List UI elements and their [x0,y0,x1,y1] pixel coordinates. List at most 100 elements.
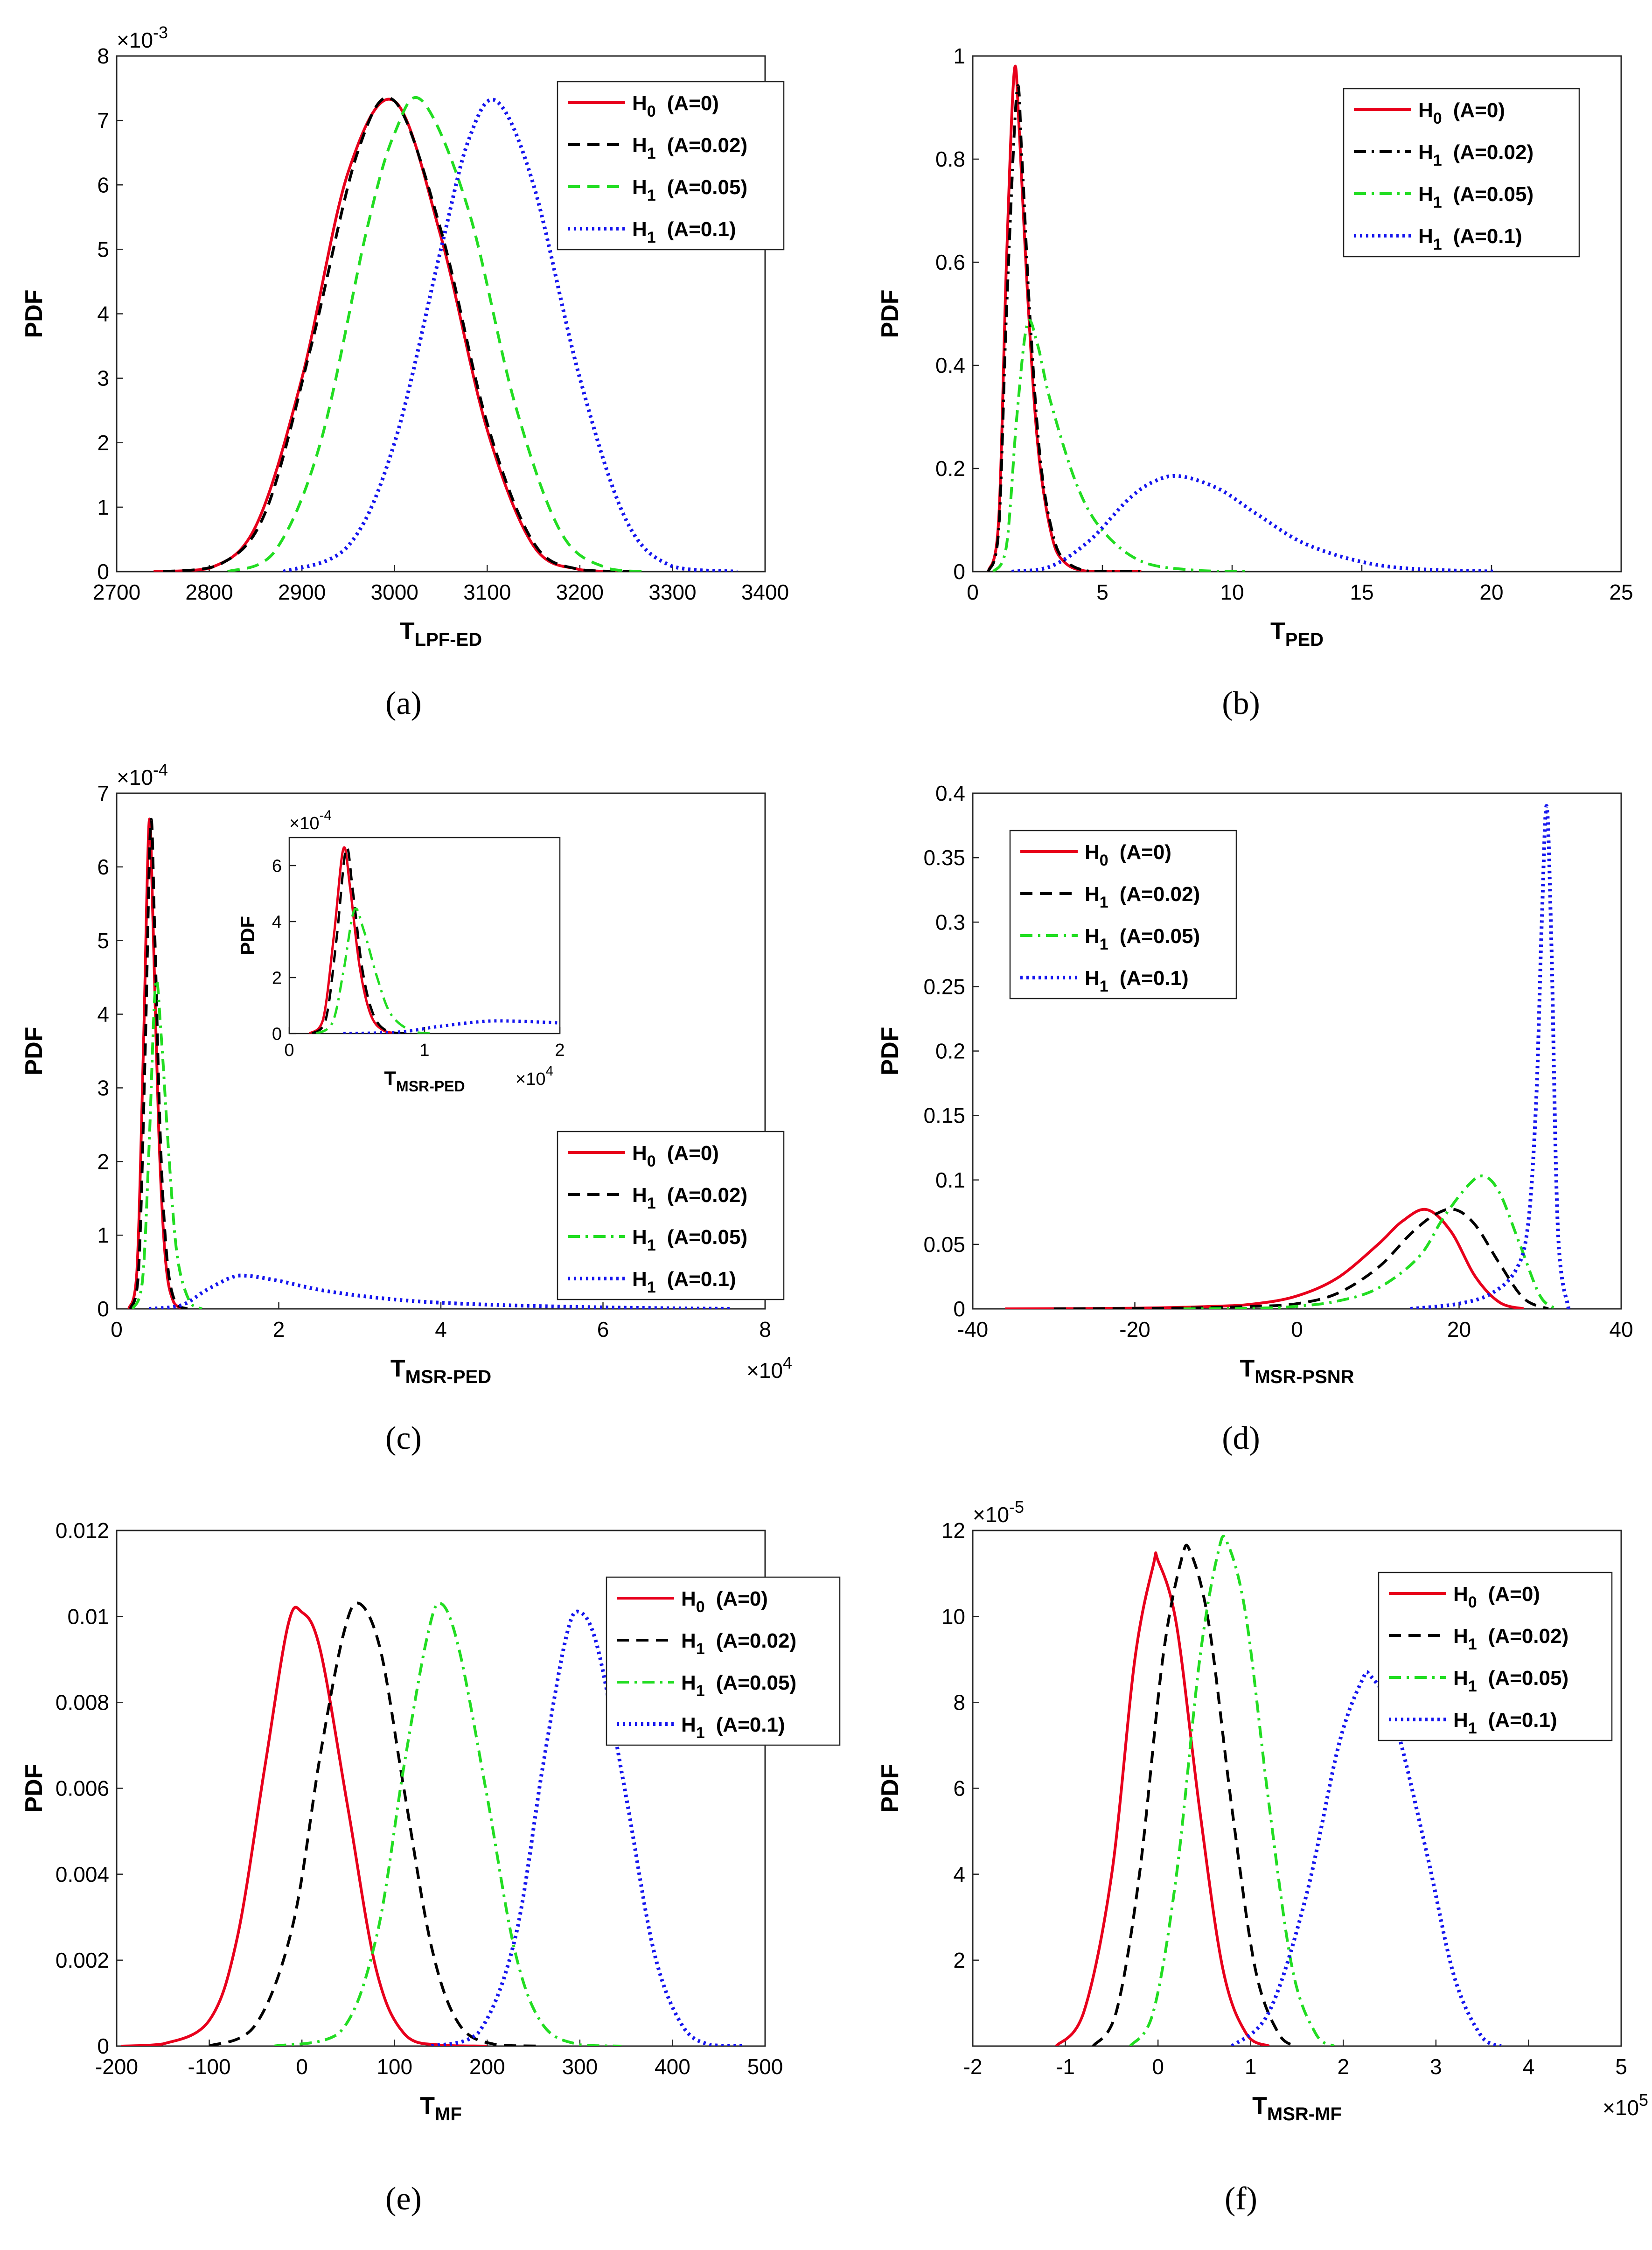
legend-entry: H0 (A=0) [1418,99,1505,127]
legend-entry-subscript: 0 [696,1598,705,1616]
x-tick-label: -1 [1056,2054,1075,2079]
y-axis-label: PDF [21,290,48,338]
legend-entry-subscript: 0 [1100,852,1108,869]
legend-entry-main: H [632,1184,647,1207]
x-tick-label: 2900 [278,580,326,604]
x-tick-label: 5 [1096,580,1108,604]
x-tick-label: 3200 [556,580,604,604]
legend-entry-main: H [632,1226,647,1249]
legend-entry-label: (A=0.1) [1488,1709,1557,1732]
legend-entry-label: (A=0.02) [667,134,747,157]
x-tick-label: 2 [555,1041,565,1060]
legend-entry-label: (A=0) [1120,841,1171,864]
legend-entry-label: (A=0.1) [667,1268,736,1291]
legend-entry: H1 (A=0.1) [632,218,736,246]
legend-entry-main: H [632,218,647,241]
y-exponent-base: ×10 [289,814,319,833]
legend-entry-main: H [1085,841,1100,864]
y-axis-label: PDF [877,1027,904,1076]
legend-entry-subscript: 1 [1468,1635,1477,1653]
x-tick-label: 1 [419,1041,429,1060]
x-tick-label: 6 [597,1317,609,1342]
legend-entry-main: H [1085,967,1100,990]
x-tick-label: -2 [963,2054,983,2079]
legend-entry: H1 (A=0.02) [632,1184,747,1212]
legend-entry-label: (A=0.02) [1453,141,1534,164]
legend-entry-label: (A=0) [667,1142,719,1165]
y-tick-label: 0.002 [56,1948,109,1972]
legend-entry-subscript: 1 [1100,936,1108,953]
legend-entry-main: H [1453,1625,1468,1648]
y-tick-label: 8 [953,1690,965,1714]
y-tick-label: 0.15 [923,1104,965,1128]
x-axis-label-main: T [1240,1355,1255,1382]
legend-entry-label: (A=0.05) [716,1671,796,1694]
series-line-3 [1231,1670,1502,2046]
legend-entry-subscript: 1 [696,1682,705,1700]
x-axis-label-main: T [420,2092,435,2119]
axes-frame [972,1530,1622,2047]
legend-entry-label: (A=0.05) [667,1226,747,1249]
series-line-1 [162,96,636,572]
y-exponent-base: ×10 [117,765,153,790]
x-tick-label: 3100 [463,580,511,604]
x-tick-label: -200 [95,2054,138,2079]
y-exponent-label: ×10-3 [117,23,168,52]
y-exponent-power: -4 [319,808,331,823]
y-tick-label: 5 [97,237,109,261]
y-tick-label: 4 [97,1002,109,1027]
x-tick-label: -40 [957,1317,988,1342]
legend-entry-main: H [1418,183,1433,206]
legend-box [557,81,785,251]
legend-entry-subscript: 1 [1433,236,1442,253]
series-line-2 [992,319,1250,572]
legend-entry: H1 (A=0.1) [1085,967,1189,995]
legend-entry-main: H [632,92,647,115]
y-tick-label: 0 [272,1024,282,1044]
legend-entry-subscript: 1 [1468,1677,1477,1695]
legend-box [1343,88,1580,258]
y-exponent-base: ×10 [117,28,153,52]
x-tick-label: 3400 [741,580,789,604]
x-axis-label: TMSR-PSNR [1240,1355,1354,1387]
panel-caption: (a) [385,685,422,721]
y-exponent-label: ×10-4 [289,808,332,833]
x-axis-label: TMSR-PED [390,1355,491,1387]
legend-entry-subscript: 1 [647,1195,656,1212]
legend-entry-subscript: 1 [1468,1719,1477,1737]
series-line-0 [121,1606,488,2046]
y-tick-label: 0.1 [935,1168,965,1192]
legend-entry-subscript: 1 [1433,152,1442,169]
x-tick-label: 4 [435,1317,447,1342]
y-tick-label: 7 [97,781,109,805]
y-tick-label: 0.2 [935,456,965,481]
y-tick-label: 2 [272,968,282,988]
legend-entry: H1 (A=0.05) [681,1671,796,1700]
y-tick-label: 0.6 [935,250,965,274]
x-axis-label: TMSR-MF [1252,2092,1342,2124]
y-exponent-power: -5 [1009,1498,1024,1516]
legend-entry: H1 (A=0.05) [1453,1667,1568,1695]
x-axis-label-subscript: PED [1285,629,1324,650]
x-tick-label: 5 [1615,2054,1627,2079]
y-axis-label: PDF [237,916,258,955]
legend-entry: H0 (A=0) [632,92,719,120]
x-axis-label-subscript: MSR-MF [1267,2104,1342,2124]
y-tick-label: 3 [97,366,109,391]
legend-entry: H1 (A=0.02) [1085,883,1200,911]
legend-entry: H1 (A=0.05) [632,1226,747,1254]
y-tick-label: 0.2 [935,1039,965,1063]
legend-entry-subscript: 1 [1100,894,1108,911]
series-line-0 [1055,1551,1270,2046]
legend-entry-subscript: 1 [1100,978,1108,995]
x-exponent-base: ×10 [516,1069,545,1089]
y-exponent-base: ×10 [973,1502,1009,1527]
y-axis-label: PDF [21,1027,48,1076]
y-tick-label: 4 [272,912,282,932]
legend-entry-main: H [1085,883,1100,906]
legend-entry-label: (A=0.1) [1453,225,1522,248]
x-tick-label: 20 [1447,1317,1471,1342]
legend-box [557,1131,785,1300]
